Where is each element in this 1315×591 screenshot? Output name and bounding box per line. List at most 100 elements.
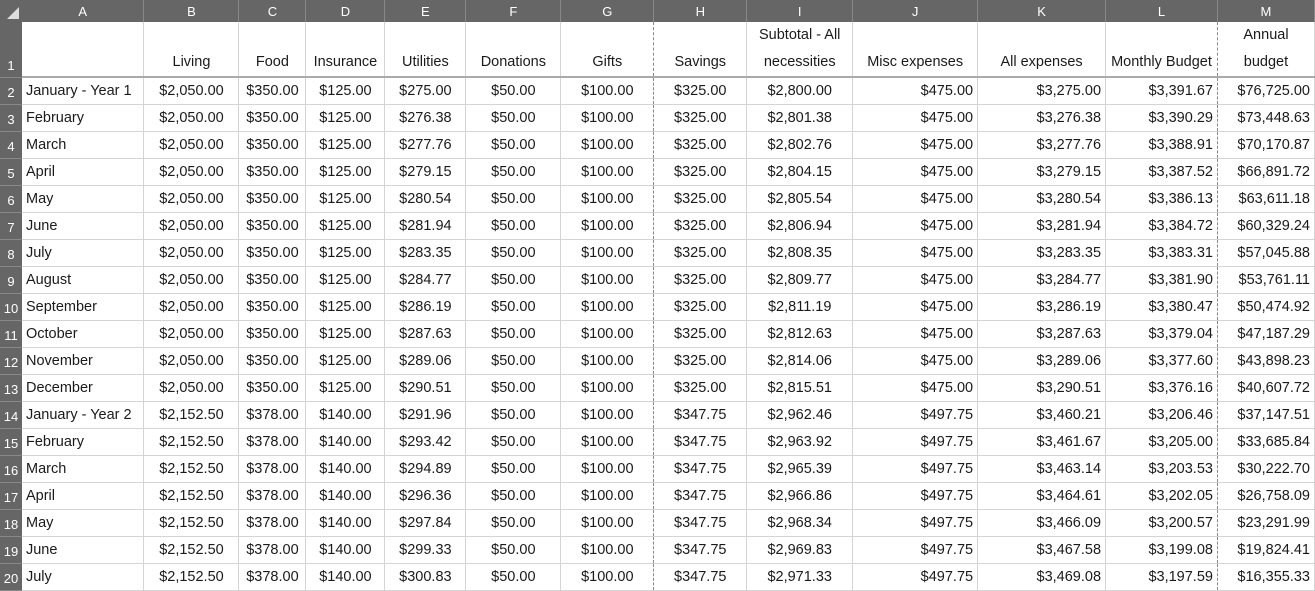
cell-L17[interactable]: $3,202.05 [1105, 482, 1218, 510]
cell-M9[interactable]: $53,761.11 [1217, 266, 1315, 294]
cell-I6[interactable]: $2,805.54 [746, 185, 854, 213]
cell-B14[interactable]: $2,152.50 [143, 401, 240, 429]
cell-L6[interactable]: $3,386.13 [1105, 185, 1218, 213]
cell-J5[interactable]: $475.00 [852, 158, 979, 186]
cell-E8[interactable]: $283.35 [384, 239, 467, 267]
cell-L1[interactable]: Monthly Budget [1105, 22, 1218, 78]
cell-E10[interactable]: $286.19 [384, 293, 467, 321]
cell-J19[interactable]: $497.75 [852, 536, 979, 564]
cell-J17[interactable]: $497.75 [852, 482, 979, 510]
cell-M4[interactable]: $70,170.87 [1217, 131, 1315, 159]
row-header-19[interactable]: 19 [0, 536, 22, 564]
select-all-button[interactable] [0, 0, 22, 22]
cell-L11[interactable]: $3,379.04 [1105, 320, 1218, 348]
cell-E16[interactable]: $294.89 [384, 455, 467, 483]
cell-L9[interactable]: $3,381.90 [1105, 266, 1218, 294]
row-header-3[interactable]: 3 [0, 104, 22, 132]
cell-K8[interactable]: $3,283.35 [977, 239, 1107, 267]
cell-A14[interactable]: January - Year 2 [21, 401, 145, 429]
cell-D12[interactable]: $125.00 [305, 347, 386, 375]
cell-B11[interactable]: $2,050.00 [143, 320, 240, 348]
row-header-6[interactable]: 6 [0, 185, 22, 213]
cell-M6[interactable]: $63,611.18 [1217, 185, 1315, 213]
cell-H19[interactable]: $347.75 [653, 536, 748, 564]
cell-B1[interactable]: Living [143, 22, 240, 78]
cell-B7[interactable]: $2,050.00 [143, 212, 240, 240]
cell-E6[interactable]: $280.54 [384, 185, 467, 213]
cell-G5[interactable]: $100.00 [560, 158, 655, 186]
cell-I20[interactable]: $2,971.33 [746, 563, 854, 591]
cell-I10[interactable]: $2,811.19 [746, 293, 854, 321]
row-header-8[interactable]: 8 [0, 239, 22, 267]
cell-F20[interactable]: $50.00 [465, 563, 562, 591]
cell-E13[interactable]: $290.51 [384, 374, 467, 402]
cell-A19[interactable]: June [21, 536, 145, 564]
cell-B16[interactable]: $2,152.50 [143, 455, 240, 483]
cell-C12[interactable]: $350.00 [238, 347, 307, 375]
cell-I14[interactable]: $2,962.46 [746, 401, 854, 429]
row-header-12[interactable]: 12 [0, 347, 22, 375]
cell-A15[interactable]: February [21, 428, 145, 456]
cell-K1[interactable]: All expenses [977, 22, 1107, 78]
cell-A12[interactable]: November [21, 347, 145, 375]
row-header-14[interactable]: 14 [0, 401, 22, 429]
cell-J8[interactable]: $475.00 [852, 239, 979, 267]
cell-E1[interactable]: Utilities [384, 22, 467, 78]
cell-E14[interactable]: $291.96 [384, 401, 467, 429]
cell-B17[interactable]: $2,152.50 [143, 482, 240, 510]
cell-L8[interactable]: $3,383.31 [1105, 239, 1218, 267]
cell-H7[interactable]: $325.00 [653, 212, 748, 240]
cell-B19[interactable]: $2,152.50 [143, 536, 240, 564]
cell-I18[interactable]: $2,968.34 [746, 509, 854, 537]
column-header-I[interactable]: I [746, 0, 854, 22]
cell-C18[interactable]: $378.00 [238, 509, 307, 537]
cell-F1[interactable]: Donations [465, 22, 562, 78]
cell-M16[interactable]: $30,222.70 [1217, 455, 1315, 483]
cell-H16[interactable]: $347.75 [653, 455, 748, 483]
cell-G7[interactable]: $100.00 [560, 212, 655, 240]
cell-L19[interactable]: $3,199.08 [1105, 536, 1218, 564]
cell-H17[interactable]: $347.75 [653, 482, 748, 510]
cell-L13[interactable]: $3,376.16 [1105, 374, 1218, 402]
cell-E11[interactable]: $287.63 [384, 320, 467, 348]
cell-M17[interactable]: $26,758.09 [1217, 482, 1315, 510]
cell-D8[interactable]: $125.00 [305, 239, 386, 267]
cell-G19[interactable]: $100.00 [560, 536, 655, 564]
cell-I8[interactable]: $2,808.35 [746, 239, 854, 267]
cell-H2[interactable]: $325.00 [653, 77, 748, 105]
cell-C1[interactable]: Food [238, 22, 307, 78]
cell-D4[interactable]: $125.00 [305, 131, 386, 159]
cell-C3[interactable]: $350.00 [238, 104, 307, 132]
cell-L18[interactable]: $3,200.57 [1105, 509, 1218, 537]
cell-G10[interactable]: $100.00 [560, 293, 655, 321]
cell-E18[interactable]: $297.84 [384, 509, 467, 537]
cell-F2[interactable]: $50.00 [465, 77, 562, 105]
cell-B20[interactable]: $2,152.50 [143, 563, 240, 591]
cell-A20[interactable]: July [21, 563, 145, 591]
cell-H18[interactable]: $347.75 [653, 509, 748, 537]
cell-C9[interactable]: $350.00 [238, 266, 307, 294]
cell-D7[interactable]: $125.00 [305, 212, 386, 240]
cell-E3[interactable]: $276.38 [384, 104, 467, 132]
cell-G17[interactable]: $100.00 [560, 482, 655, 510]
cell-F16[interactable]: $50.00 [465, 455, 562, 483]
row-header-7[interactable]: 7 [0, 212, 22, 240]
cell-E17[interactable]: $296.36 [384, 482, 467, 510]
cell-F8[interactable]: $50.00 [465, 239, 562, 267]
column-header-H[interactable]: H [653, 0, 748, 22]
cell-M2[interactable]: $76,725.00 [1217, 77, 1315, 105]
cell-G2[interactable]: $100.00 [560, 77, 655, 105]
cell-C15[interactable]: $378.00 [238, 428, 307, 456]
row-header-15[interactable]: 15 [0, 428, 22, 456]
cell-I11[interactable]: $2,812.63 [746, 320, 854, 348]
cell-L7[interactable]: $3,384.72 [1105, 212, 1218, 240]
column-header-D[interactable]: D [305, 0, 386, 22]
cell-E12[interactable]: $289.06 [384, 347, 467, 375]
cell-G6[interactable]: $100.00 [560, 185, 655, 213]
cell-C20[interactable]: $378.00 [238, 563, 307, 591]
row-header-16[interactable]: 16 [0, 455, 22, 483]
cell-F5[interactable]: $50.00 [465, 158, 562, 186]
cell-D9[interactable]: $125.00 [305, 266, 386, 294]
cell-M3[interactable]: $73,448.63 [1217, 104, 1315, 132]
column-header-L[interactable]: L [1105, 0, 1218, 22]
